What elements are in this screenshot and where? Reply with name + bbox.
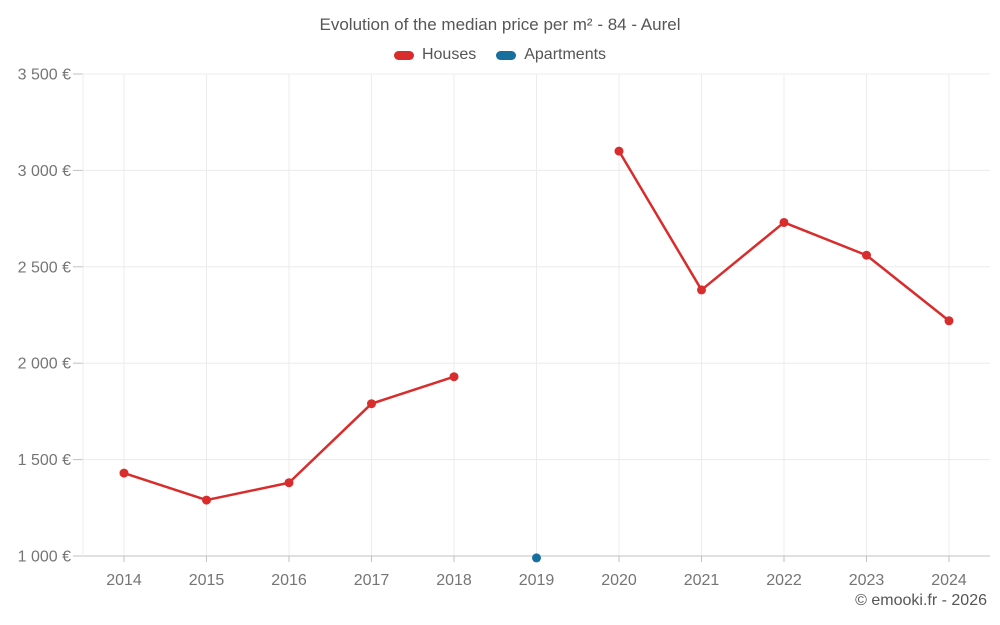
data-point-houses-2014[interactable]	[119, 468, 129, 478]
x-tick-label: 2024	[931, 572, 967, 589]
apartments-swatch-icon	[496, 50, 517, 60]
data-point-houses-2015[interactable]	[202, 495, 211, 505]
x-tick-label: 2020	[601, 572, 637, 589]
y-tick-label: 1 000 €	[18, 549, 71, 566]
x-tick-label: 2014	[106, 572, 142, 589]
data-point-houses-2023[interactable]	[862, 250, 871, 260]
data-point-houses-2017[interactable]	[367, 399, 376, 409]
x-tick-label: 2015	[189, 572, 225, 589]
houses-swatch-icon	[393, 50, 414, 60]
data-point-houses-2021[interactable]	[697, 285, 706, 295]
x-tick-label: 2016	[271, 572, 307, 589]
y-tick-label: 3 000 €	[18, 163, 71, 180]
x-tick-label: 2018	[436, 572, 472, 589]
data-point-apartments-2019[interactable]	[532, 553, 541, 563]
y-tick-label: 3 500 €	[18, 67, 71, 84]
data-point-houses-2024[interactable]	[944, 316, 954, 326]
x-tick-label: 2023	[849, 572, 885, 589]
y-tick-label: 2 500 €	[18, 259, 71, 276]
legend-label-houses: Houses	[421, 46, 477, 63]
x-tick-label: 2021	[684, 572, 720, 589]
x-tick-label: 2022	[766, 572, 802, 589]
x-tick-label: 2017	[354, 572, 390, 589]
data-point-houses-2016[interactable]	[284, 478, 294, 488]
x-tick-label: 2019	[519, 572, 555, 589]
data-point-houses-2018[interactable]	[449, 372, 459, 382]
data-point-houses-2022[interactable]	[779, 217, 789, 227]
legend-item-houses[interactable]: Houses	[393, 46, 477, 64]
legend-label-apartments: Apartments	[524, 46, 607, 63]
legend: Houses Apartments	[0, 46, 1000, 64]
data-point-houses-2020[interactable]	[614, 146, 624, 156]
attribution: © emooki.fr - 2026	[855, 592, 987, 609]
y-tick-label: 2 000 €	[18, 356, 71, 373]
y-tick-label: 1 500 €	[18, 452, 71, 469]
legend-item-apartments[interactable]: Apartments	[496, 46, 606, 64]
chart-title: Evolution of the median price per m² - 8…	[319, 15, 681, 34]
